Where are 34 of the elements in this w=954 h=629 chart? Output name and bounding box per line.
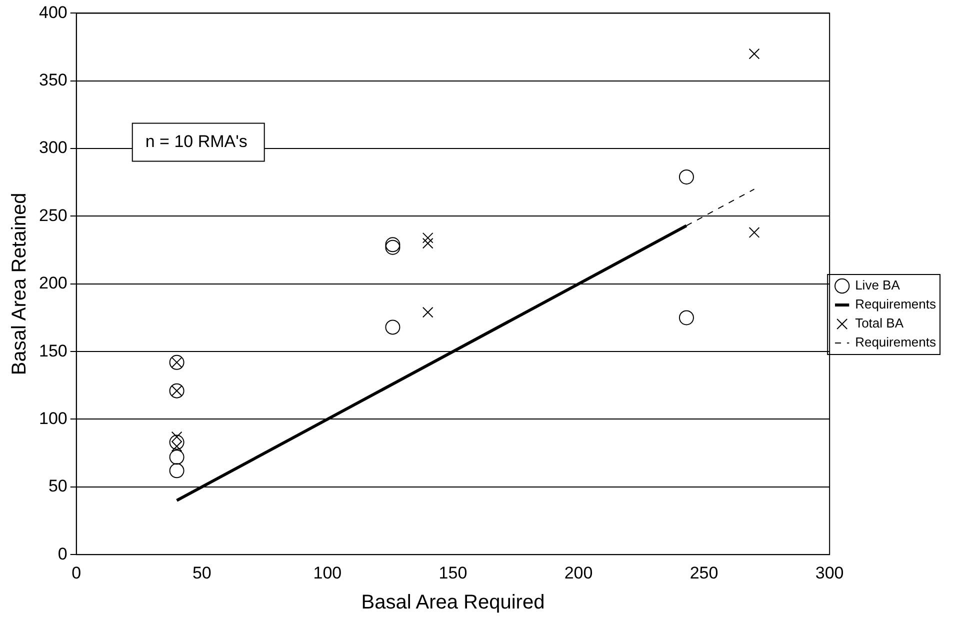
y-tick-label: 300 — [38, 138, 68, 158]
y-tick-label: 350 — [38, 70, 68, 90]
point — [678, 169, 694, 184]
x-tick-label: 150 — [438, 563, 468, 582]
point — [169, 450, 184, 465]
y-tick-label: 0 — [58, 544, 68, 564]
point — [748, 227, 760, 238]
x-tick-label: 50 — [192, 563, 212, 582]
x-tick-label: 250 — [690, 563, 718, 582]
point — [422, 306, 434, 318]
point — [169, 463, 184, 478]
y-tick-label: 200 — [38, 274, 68, 293]
y-tick-label: 50 — [48, 476, 68, 496]
legend-label: Requirements — [855, 334, 936, 350]
point — [678, 310, 694, 326]
y-tick-label: 400 — [38, 2, 68, 22]
x-tick-label: 200 — [564, 563, 593, 582]
y-axis-title: Basal Area Retained — [8, 192, 31, 376]
y-tick-label: 100 — [38, 408, 68, 428]
point — [748, 48, 760, 60]
annotation: n = 10 RMA's — [145, 132, 248, 151]
x-tick-label: 300 — [815, 563, 844, 582]
x-tick-label: 0 — [72, 563, 82, 582]
point — [169, 434, 184, 450]
legend-label: Total BA — [855, 316, 904, 331]
point — [385, 320, 400, 335]
point — [422, 232, 434, 244]
x-axis-title: Basal Area Required — [361, 592, 545, 614]
legend-label: Requirements — [855, 296, 936, 312]
y-tick-label: 250 — [38, 206, 68, 225]
point — [422, 238, 434, 249]
y-tick-label: 150 — [38, 341, 68, 360]
x-tick-label: 100 — [313, 563, 342, 582]
legend-label: Live BA — [855, 278, 900, 293]
